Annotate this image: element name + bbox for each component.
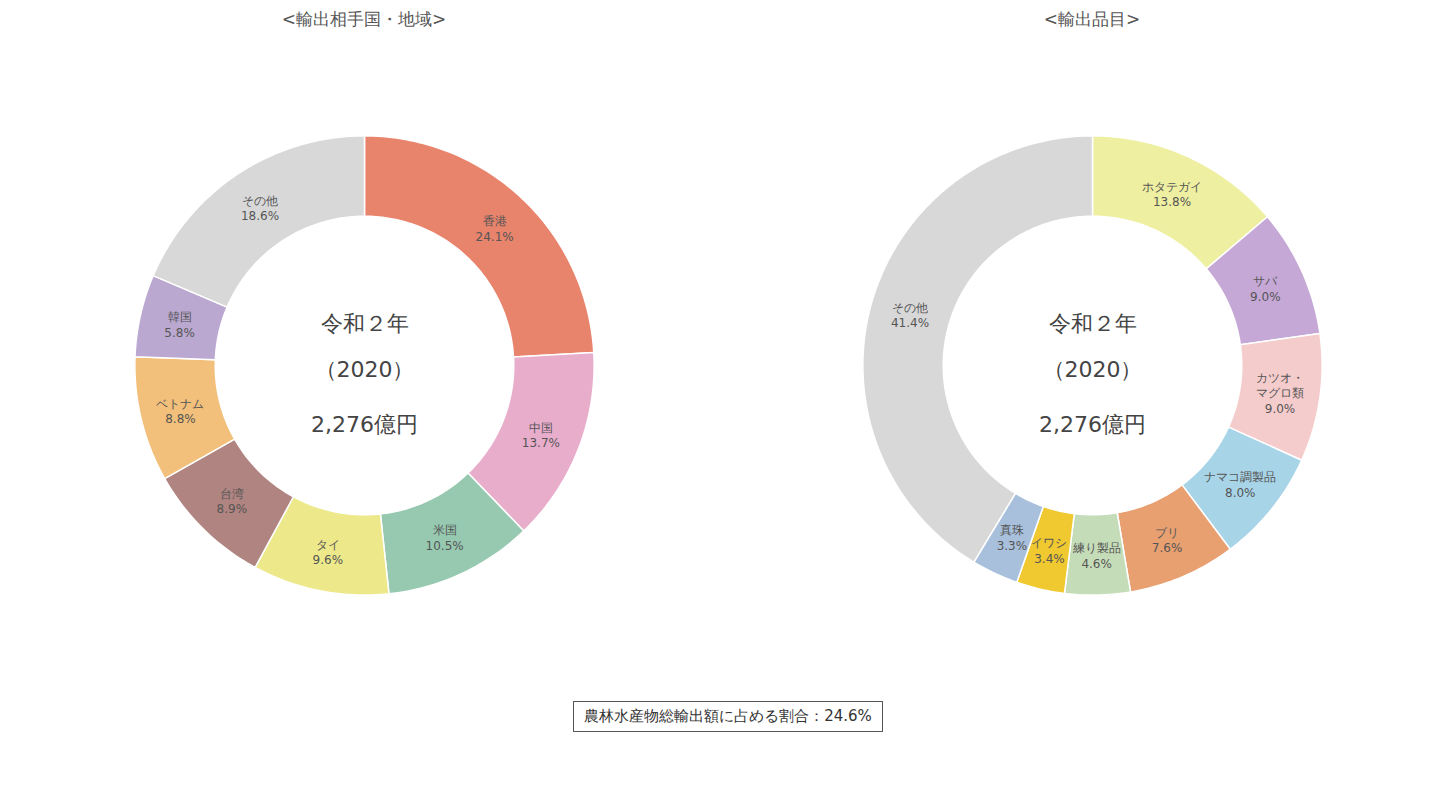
svg-text:サバ9.0%: サバ9.0% bbox=[1250, 274, 1281, 304]
svg-text:ベトナム8.8%: ベトナム8.8% bbox=[156, 396, 204, 426]
html-text:<輸出相手国・地域>: <輸出相手国・地域> bbox=[281, 9, 447, 29]
svg-text:その他41.4%: その他41.4% bbox=[891, 301, 929, 331]
svg-text:台湾8.9%: 台湾8.9% bbox=[217, 487, 248, 517]
html-text:<輸出品目>: <輸出品目> bbox=[1043, 9, 1141, 29]
svg-text:中国13.7%: 中国13.7% bbox=[522, 421, 560, 451]
svg-text:香港24.1%: 香港24.1% bbox=[476, 214, 514, 244]
svg-text:（2020）: （2020） bbox=[315, 357, 415, 382]
svg-text:その他18.6%: その他18.6% bbox=[241, 194, 279, 224]
svg-text:ブリ7.6%: ブリ7.6% bbox=[1152, 526, 1183, 556]
svg-text:ナマコ調製品8.0%: ナマコ調製品8.0% bbox=[1204, 470, 1276, 500]
svg-text:2,276億円: 2,276億円 bbox=[311, 412, 418, 437]
svg-text:カツオ・マグロ類9.0%: カツオ・マグロ類9.0% bbox=[1256, 371, 1304, 416]
svg-text:イワシ3.4%: イワシ3.4% bbox=[1031, 536, 1067, 566]
svg-text:令和２年: 令和２年 bbox=[1049, 311, 1137, 336]
svg-text:真珠3.3%: 真珠3.3% bbox=[997, 523, 1028, 553]
svg-text:米国10.5%: 米国10.5% bbox=[426, 523, 464, 553]
svg-text:2,276億円: 2,276億円 bbox=[1039, 412, 1146, 437]
svg-text:韓国5.8%: 韓国5.8% bbox=[164, 310, 195, 340]
svg-text:（2020）: （2020） bbox=[1043, 357, 1143, 382]
svg-text:練り製品4.6%: 練り製品4.6% bbox=[1072, 541, 1121, 571]
svg-text:タイ9.6%: タイ9.6% bbox=[313, 538, 344, 568]
html-text:農林水産物総輸出額に占める割合：24.6%: 農林水産物総輸出額に占める割合：24.6% bbox=[584, 707, 872, 725]
svg-text:令和２年: 令和２年 bbox=[321, 311, 409, 336]
svg-text:ホタテガイ13.8%: ホタテガイ13.8% bbox=[1142, 180, 1202, 210]
